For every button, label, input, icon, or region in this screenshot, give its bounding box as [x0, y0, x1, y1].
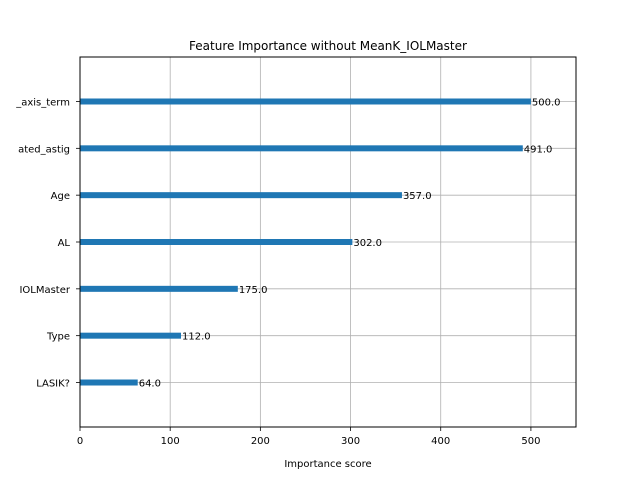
y-axis-ticks: LASIK? Type IOLMaster AL Age ated_astig _axis_…: [15, 97, 80, 390]
x-tick-label: 200: [251, 436, 270, 447]
bar: [80, 285, 238, 292]
x-tick-label: 300: [341, 436, 360, 447]
y-tick-label: LASIK?: [36, 379, 70, 390]
x-tick-label: 0: [77, 436, 83, 447]
bar: [80, 192, 402, 199]
bar: [80, 239, 353, 245]
y-tick-label: ated_astig: [18, 144, 70, 155]
x-tick-label: 500: [521, 436, 540, 447]
bar: [80, 145, 523, 152]
bars: [80, 98, 531, 386]
y-tick-label: Age: [51, 191, 70, 202]
y-tick-label: Type: [46, 332, 70, 343]
bar: [80, 332, 182, 339]
x-tick-label: 400: [431, 436, 450, 447]
bar: [80, 98, 531, 105]
x-tick-label: 100: [161, 436, 180, 447]
data-label: 175.0: [239, 285, 268, 296]
data-label: 302.0: [353, 238, 382, 249]
data-label: 64.0: [139, 379, 161, 390]
chart-title: Feature Importance without MeanK_IOLMast…: [189, 39, 467, 53]
data-label: 112.0: [182, 332, 211, 343]
bar: [80, 379, 138, 386]
x-axis-label: Importance score: [284, 459, 371, 470]
y-tick-label: IOLMaster: [19, 285, 70, 296]
y-tick-label: AL: [58, 238, 71, 249]
data-label: 357.0: [403, 191, 432, 202]
x-axis-ticks: 0 100 200 300 400 500: [77, 427, 540, 447]
y-tick-label: _axis_term: [15, 97, 70, 108]
data-labels: 64.0 112.0 175.0 302.0 357.0 491.0 500.0: [139, 97, 561, 389]
data-label: 500.0: [532, 97, 561, 108]
data-label: 491.0: [524, 144, 553, 155]
